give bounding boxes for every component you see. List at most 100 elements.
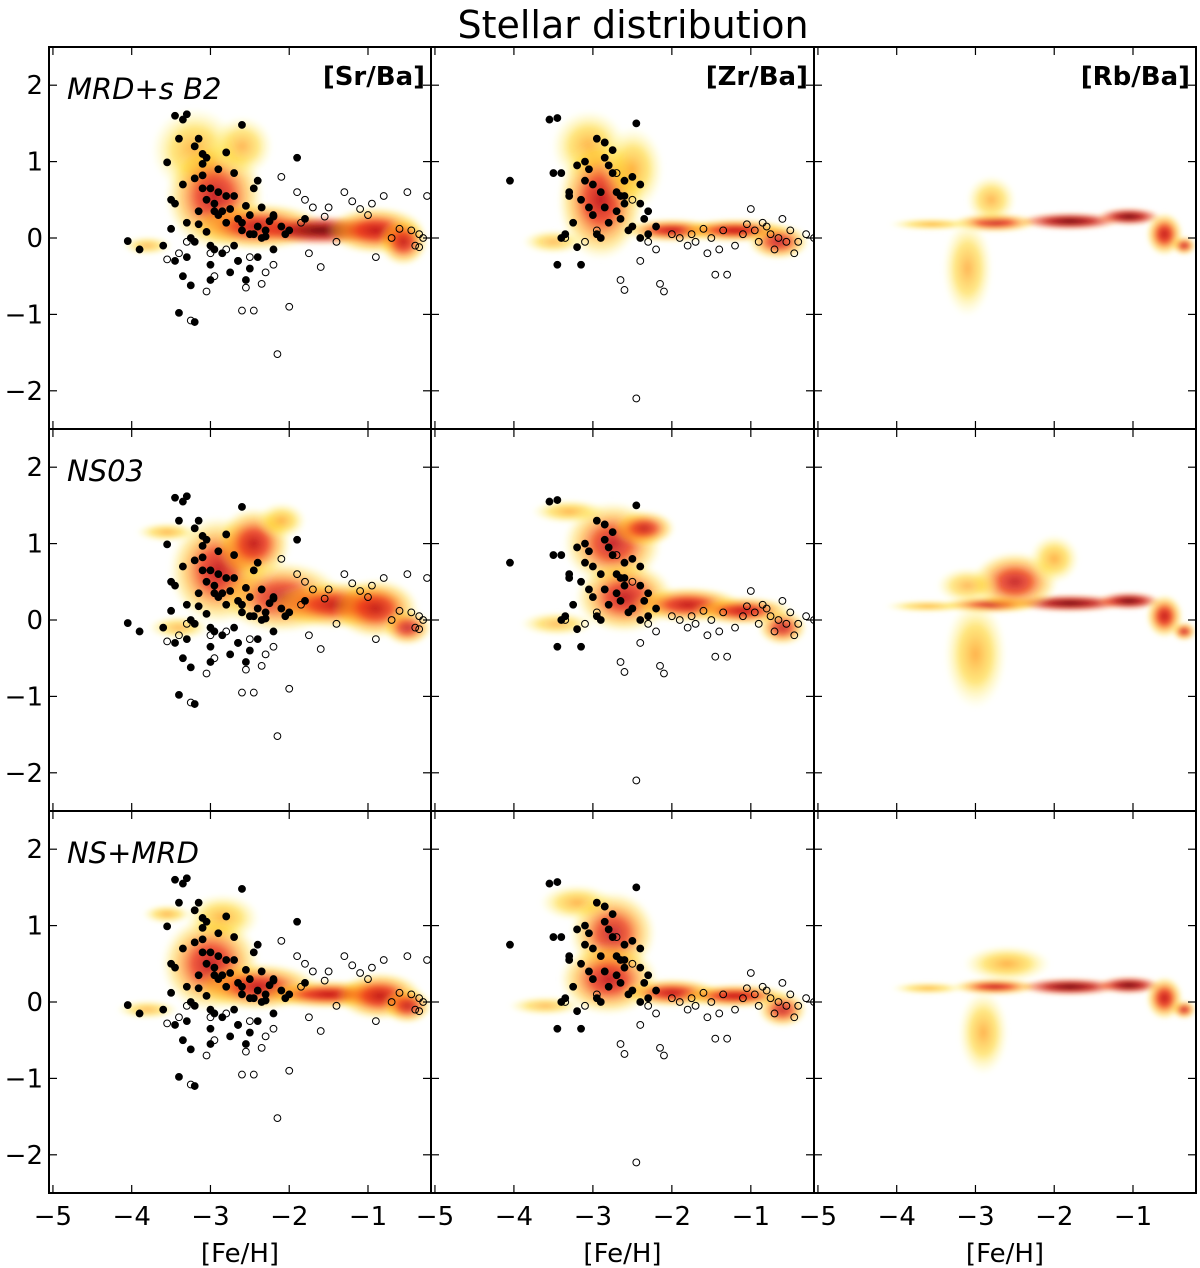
star-point-filled xyxy=(190,1082,199,1090)
star-point-filled xyxy=(249,948,258,957)
star-point-open xyxy=(387,234,396,242)
panel-frame xyxy=(813,810,1197,1194)
star-point-open xyxy=(683,1005,692,1014)
star-point-filled xyxy=(178,115,187,124)
star-point-open xyxy=(660,287,668,296)
star-point-filled xyxy=(269,976,278,985)
star-point-filled xyxy=(636,199,645,208)
star-point-filled xyxy=(238,218,246,227)
star-point-open xyxy=(415,243,424,252)
star-point-filled xyxy=(281,994,290,1003)
star-point-open xyxy=(407,226,416,235)
y-tick-label: −1 xyxy=(5,682,43,712)
star-point-filled xyxy=(569,600,578,609)
star-point-filled xyxy=(257,967,266,976)
star-point-open xyxy=(273,1114,282,1123)
star-point-open xyxy=(742,220,751,229)
star-point-filled xyxy=(644,612,653,621)
star-point-open xyxy=(746,587,755,595)
star-point-open xyxy=(242,1047,250,1056)
star-point-filled xyxy=(242,1040,250,1048)
star-point-filled xyxy=(198,171,207,180)
star-point-filled xyxy=(210,589,219,598)
star-point-filled xyxy=(277,986,286,995)
star-point-filled xyxy=(581,539,589,548)
star-point-filled xyxy=(616,979,625,987)
star-point-filled xyxy=(620,956,629,964)
star-point-filled xyxy=(585,165,593,174)
density-blob xyxy=(519,611,596,637)
star-point-open xyxy=(770,245,779,254)
star-point-filled xyxy=(604,543,613,552)
star-point-filled xyxy=(123,1001,132,1009)
star-point-filled xyxy=(198,948,207,957)
star-point-filled xyxy=(269,627,278,636)
star-point-filled xyxy=(253,604,262,613)
star-point-filled xyxy=(178,562,187,571)
star-point-filled xyxy=(198,553,207,562)
star-point-open xyxy=(245,253,254,262)
star-point-open xyxy=(707,998,716,1006)
star-point-filled xyxy=(171,963,179,972)
star-point-open xyxy=(746,205,755,213)
star-point-filled xyxy=(612,207,621,216)
star-point-open xyxy=(234,1021,242,1029)
star-point-open xyxy=(628,195,637,204)
axis-ticks xyxy=(49,47,431,429)
density-map xyxy=(884,534,1196,710)
star-point-filled xyxy=(293,153,302,162)
star-point-open xyxy=(269,1024,278,1033)
star-point-filled xyxy=(159,623,168,632)
star-point-open xyxy=(182,1001,191,1010)
star-point-filled xyxy=(640,214,649,223)
star-point-filled xyxy=(592,516,601,525)
star-point-filled xyxy=(194,602,203,611)
star-point-filled xyxy=(222,148,231,157)
star-point-filled xyxy=(269,594,278,603)
star-point-open xyxy=(269,260,278,269)
star-point-filled xyxy=(608,933,617,941)
star-point-open xyxy=(660,1051,668,1060)
star-point-open xyxy=(711,270,720,279)
star-point-filled xyxy=(636,944,645,953)
star-point-filled xyxy=(214,929,223,938)
star-point-open xyxy=(301,577,309,586)
star-point-open xyxy=(297,982,305,991)
star-point-filled xyxy=(612,971,621,980)
star-point-open xyxy=(715,1009,724,1018)
star-point-open xyxy=(415,1007,424,1016)
series-open xyxy=(561,520,814,785)
star-point-filled xyxy=(242,276,250,284)
density-blob xyxy=(378,217,429,267)
star-point-open xyxy=(786,226,795,235)
star-point-filled xyxy=(585,967,593,976)
star-point-filled xyxy=(608,910,617,919)
star-point-open xyxy=(620,1050,629,1058)
star-point-open xyxy=(379,956,388,964)
star-point-open xyxy=(790,249,799,258)
star-point-filled xyxy=(616,597,625,605)
star-point-filled xyxy=(198,566,207,575)
star-point-filled xyxy=(186,234,195,242)
star-point-filled xyxy=(202,195,211,204)
star-point-open xyxy=(636,1021,645,1029)
star-point-open xyxy=(652,245,660,254)
star-point-filled xyxy=(301,979,309,987)
star-point-filled xyxy=(182,635,191,643)
star-point-open xyxy=(305,1013,313,1022)
star-point-filled xyxy=(600,203,609,212)
density-map xyxy=(507,884,808,1028)
density-blob xyxy=(612,509,676,547)
star-point-filled xyxy=(545,497,554,506)
star-point-open xyxy=(754,237,763,246)
star-point-filled xyxy=(230,956,238,964)
star-point-filled xyxy=(557,234,566,242)
star-point-open xyxy=(257,1043,266,1052)
y-tick-label: 2 xyxy=(26,453,43,483)
star-point-filled xyxy=(238,990,246,999)
density-blob xyxy=(115,999,179,1020)
star-point-open xyxy=(257,279,266,288)
star-point-filled xyxy=(171,1021,179,1029)
star-point-open xyxy=(683,241,692,250)
star-point-open xyxy=(423,956,431,964)
